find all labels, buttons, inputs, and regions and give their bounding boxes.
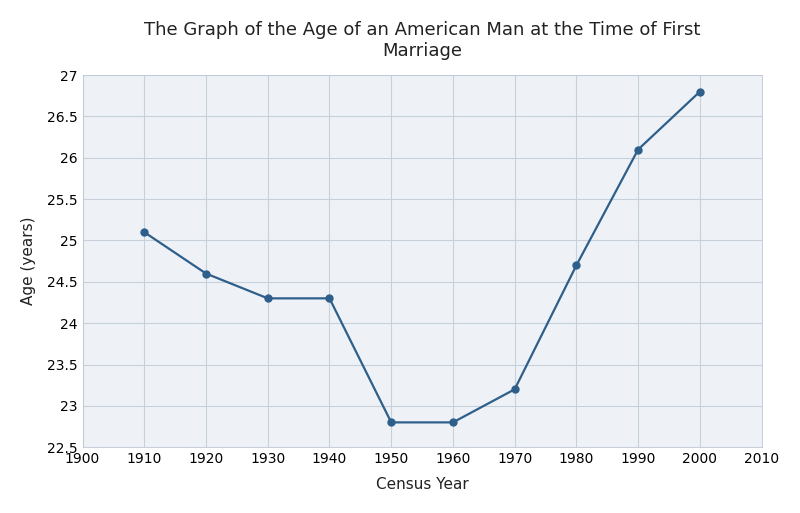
- X-axis label: Census Year: Census Year: [376, 477, 469, 492]
- Y-axis label: Age (years): Age (years): [21, 217, 36, 305]
- Title: The Graph of the Age of an American Man at the Time of First
Marriage: The Graph of the Age of an American Man …: [144, 21, 700, 60]
